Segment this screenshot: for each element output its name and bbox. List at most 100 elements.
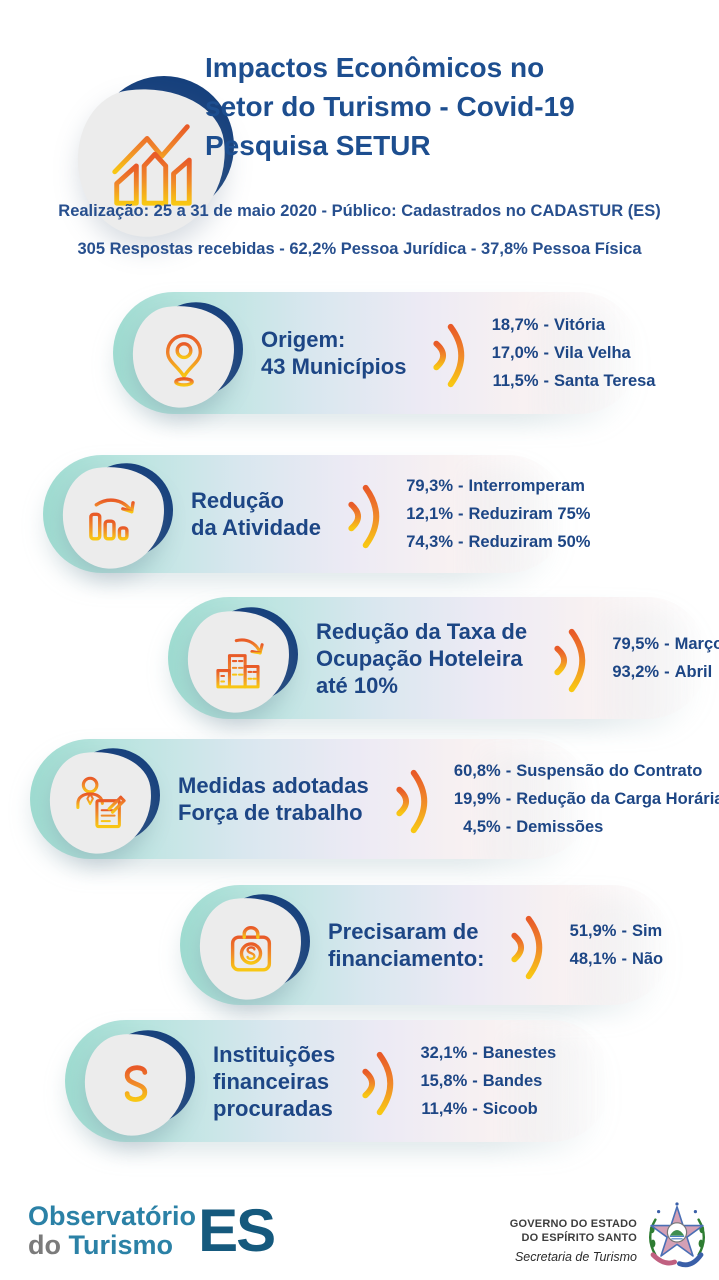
section-title: Precisaram de financiamento: [328,919,485,971]
government-line2: DO ESPÍRITO SANTO [521,1232,637,1244]
stat-row: 51,9% - Sim [566,917,663,945]
stat-value: 32,1% [420,1044,468,1062]
stat-value: 51,9% [569,922,617,940]
section-reducao-atividade: Redução da Atividade 79,3% - Interromperam… [43,455,590,575]
stat-separator: - [664,635,670,653]
icon-blob [193,890,309,1006]
stat-value: 11,5% [492,372,539,390]
stat-label: Bandes [482,1072,543,1090]
section-title: Origem: 43 Municípios [261,327,407,379]
government-line1: GOVERNO DO ESTADO [509,1218,637,1230]
stats-list: 60,8% - Suspensão do Contrato 19,9% - Reduçã… [451,757,719,841]
stat-value: 12,1% [406,505,453,523]
stat-separator: - [621,950,627,968]
stat-row: 17,0% - Vila Velha [488,339,655,367]
stat-separator: - [543,344,549,362]
stat-label: Não [631,950,664,968]
sound-wave-icon [362,1051,394,1116]
icon-blob [56,459,172,575]
stat-value: 79,3% [406,477,453,495]
stat-row: 19,9% - Redução da Carga Horária [451,785,719,813]
stat-separator: - [621,922,627,940]
stat-value: 74,3% [406,533,453,551]
observatorio-turismo-logo: Observatório do Turismo ES [28,1201,276,1261]
stat-separator: - [472,1044,478,1062]
stat-label: Março [674,635,719,653]
icon-blob [126,298,242,414]
stats-list: 32,1% - Banestes 15,8% - Bandes 11,4% - Sicoob [417,1039,556,1123]
stat-row: 93,2% - Abril [609,658,719,686]
section-icon-cluster [168,597,302,719]
stat-label: Reduziram 75% [468,505,591,523]
stat-row: 4,5% - Demissões [451,813,719,841]
espirito-santo-coat-of-arms-icon [645,1198,709,1280]
stat-value: 79,5% [612,635,660,653]
stat-value: 19,9% [453,790,501,808]
stats-list: 79,5% - Março 93,2% - Abril [609,630,719,686]
stat-value: 48,1% [569,950,617,968]
stat-separator: - [458,505,464,523]
page-title: Impactos Econômicos no setor do Turismo … [205,52,575,161]
stat-separator: - [505,790,512,808]
section-financiamento: Precisaram de financiamento: 51,9% - Sim 4… [180,885,672,1006]
map-pin-icon [165,333,203,387]
stat-separator: - [458,533,464,551]
hotel-decline-icon [216,638,264,689]
government-line3: Secretaria de Turismo [514,1250,637,1264]
logo-blob [69,79,235,245]
stat-label: Vitória [553,316,606,334]
icon-blob [78,1026,194,1142]
stat-label: Demissões [516,818,604,836]
sound-wave-icon [511,915,543,980]
stat-value: 11,4% [421,1100,468,1118]
section-icon-cluster [180,885,314,1006]
stat-label: Suspensão do Contrato [516,762,703,780]
stats-list: 79,3% - Interromperam 12,1% - Reduziram 75% … [403,472,590,556]
sound-wave-icon [554,628,586,693]
dollar-sign-icon [124,1057,148,1111]
sound-wave-icon [348,484,380,549]
section-origem: Origem: 43 Municípios 18,7% - Vitória 17,0… [113,292,655,414]
section-ocupacao-hoteleira: Redução da Taxa de Ocupação Hoteleira at… [168,597,719,719]
government-signature: GOVERNO DO ESTADO DO ESPÍRITO SANTO Secr… [510,1198,709,1280]
logo-line2-word: Turismo [68,1230,174,1260]
stat-separator: - [505,762,512,780]
stat-separator: - [472,1072,478,1090]
stat-row: 11,4% - Sicoob [417,1095,556,1123]
stat-row: 11,5% - Santa Teresa [488,367,656,395]
stat-row: 32,1% - Banestes [417,1039,556,1067]
section-icon-cluster [65,1020,199,1142]
declining-bar-chart-icon [89,498,135,541]
stat-value: 60,8% [453,762,501,780]
section-title: Instituições financeiras procuradas [213,1041,336,1121]
sound-wave-icon [433,323,465,388]
stats-list: 18,7% - Vitória 17,0% - Vila Velha 11,5% - San… [488,311,656,395]
stat-row: 79,5% - Março [609,630,719,658]
section-title: Redução da Atividade [191,488,321,540]
briefcase-dollar-icon [230,925,272,972]
sound-wave-icon [396,769,427,834]
workforce-document-icon [76,776,126,829]
section-icon-cluster [30,739,164,860]
stat-row: 60,8% - Suspensão do Contrato [451,757,719,785]
stat-row: 12,1% - Reduziram 75% [403,500,590,528]
icon-blob [181,603,297,719]
stats-list: 51,9% - Sim 48,1% - Não [566,917,663,973]
logo-line1: Observatório [28,1201,197,1231]
stat-row: 18,7% - Vitória [488,311,655,339]
stat-label: Sim [631,922,663,940]
section-icon-cluster [113,292,247,414]
stat-label: Santa Teresa [553,372,656,390]
stat-label: Sicoob [482,1100,538,1118]
stat-row: 48,1% - Não [566,945,663,973]
stat-separator: - [505,818,512,836]
survey-responses-subtitle: 305 Respostas recebidas - 62,2% Pessoa J… [77,240,642,258]
stat-separator: - [664,663,670,681]
stat-value: 4,5% [463,818,501,836]
logo-line2-prefix: do [28,1230,69,1260]
stat-value: 93,2% [612,663,660,681]
stat-label: Banestes [482,1044,557,1062]
stat-separator: - [472,1100,478,1118]
survey-period-subtitle: Realização: 25 a 31 de maio 2020 - Públi… [58,202,661,220]
header-logo [40,36,235,245]
